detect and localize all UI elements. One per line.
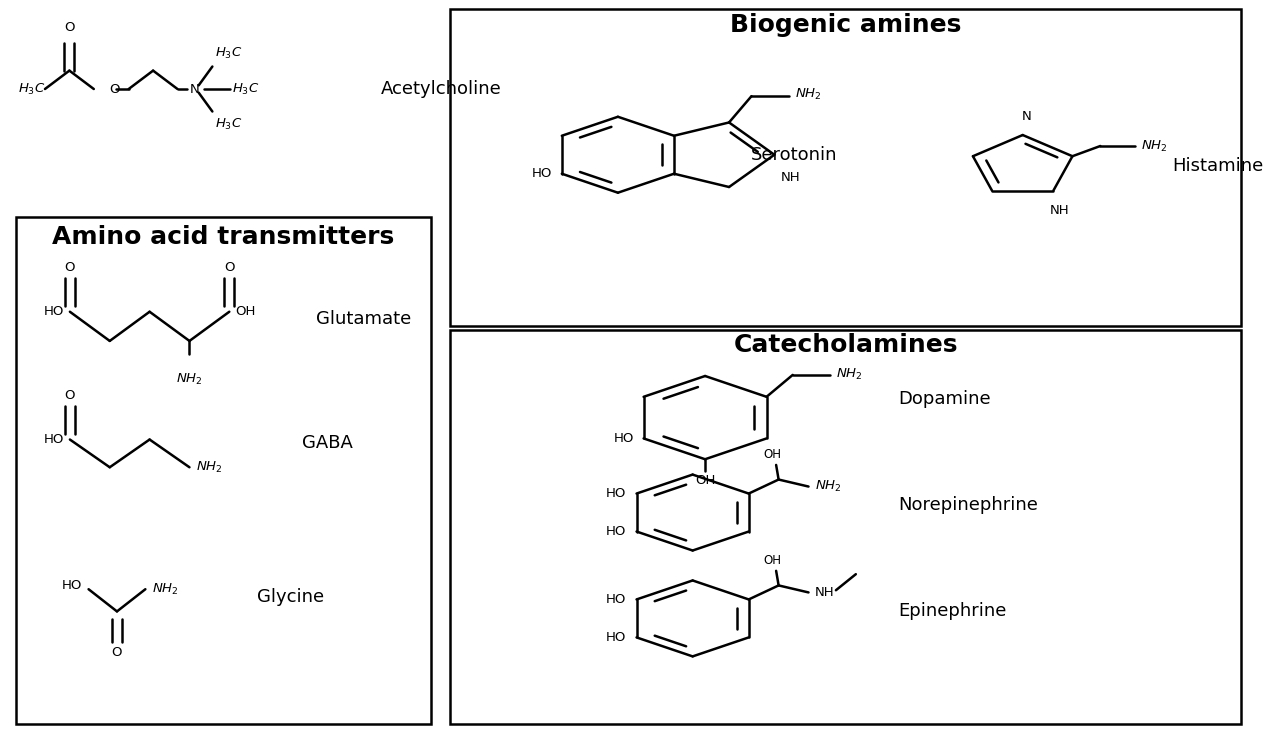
Text: $NH_2$: $NH_2$ [795, 86, 822, 102]
Bar [17, 217, 431, 724]
Text: $H_3C$: $H_3C$ [232, 81, 260, 97]
Text: Serotonin: Serotonin [751, 146, 837, 163]
Text: $NH_2$: $NH_2$ [815, 479, 841, 494]
Text: NH: NH [1050, 204, 1070, 217]
Text: HO: HO [61, 579, 82, 592]
Text: Histamine: Histamine [1172, 157, 1263, 174]
Text: O: O [65, 261, 76, 273]
Text: O: O [65, 388, 76, 402]
Text: OH: OH [763, 449, 781, 461]
Text: Acetylcholine: Acetylcholine [381, 80, 502, 98]
Text: NH: NH [815, 586, 835, 599]
Text: HO: HO [531, 167, 552, 180]
Text: HO: HO [607, 487, 627, 500]
Text: OH: OH [695, 474, 716, 487]
Bar [449, 330, 1240, 724]
Text: N: N [189, 83, 200, 95]
Text: HO: HO [607, 631, 627, 644]
Text: O: O [111, 647, 122, 660]
Text: HO: HO [44, 433, 64, 446]
Text: Biogenic amines: Biogenic amines [730, 12, 961, 37]
Text: GABA: GABA [302, 434, 352, 452]
Text: Epinephrine: Epinephrine [899, 602, 1006, 620]
Text: $H_3C$: $H_3C$ [18, 81, 45, 97]
Text: Catecholamines: Catecholamines [733, 333, 959, 356]
Text: OH: OH [236, 305, 256, 318]
Text: $H_3C$: $H_3C$ [215, 45, 242, 61]
Text: O: O [64, 21, 74, 34]
Text: O: O [109, 83, 119, 95]
Text: Glycine: Glycine [257, 588, 325, 605]
Text: NH: NH [781, 171, 800, 184]
Text: OH: OH [763, 554, 781, 567]
Text: $NH_2$: $NH_2$ [196, 460, 223, 475]
Text: HO: HO [44, 305, 64, 318]
Text: O: O [224, 261, 234, 273]
Text: N: N [1021, 111, 1032, 123]
Text: Norepinephrine: Norepinephrine [899, 496, 1038, 515]
Text: Amino acid transmitters: Amino acid transmitters [52, 225, 394, 249]
Text: HO: HO [607, 525, 627, 538]
Text: $NH_2$: $NH_2$ [177, 372, 202, 387]
Bar [449, 9, 1240, 326]
Text: Dopamine: Dopamine [899, 391, 991, 408]
Text: $NH_2$: $NH_2$ [151, 582, 178, 597]
Text: $NH_2$: $NH_2$ [836, 367, 863, 383]
Text: HO: HO [607, 593, 627, 606]
Text: Glutamate: Glutamate [316, 310, 412, 328]
Text: $NH_2$: $NH_2$ [1142, 139, 1169, 153]
Text: $H_3C$: $H_3C$ [215, 117, 242, 133]
Text: HO: HO [613, 432, 634, 445]
